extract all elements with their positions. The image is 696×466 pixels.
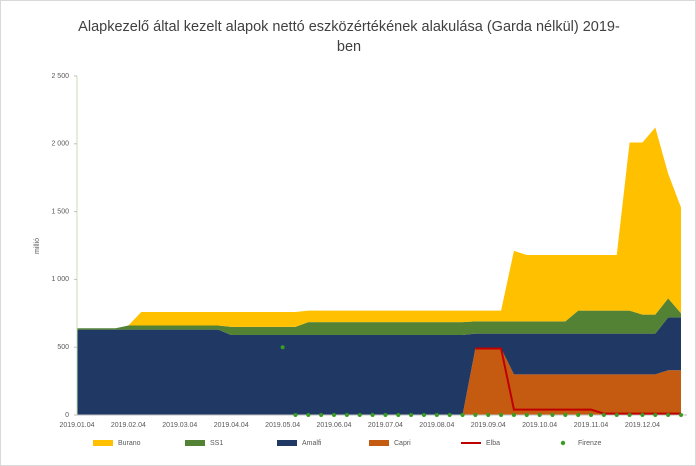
area <box>77 317 681 415</box>
legend-swatch <box>277 440 297 446</box>
legend-swatch <box>560 440 566 446</box>
point <box>537 413 542 417</box>
x-tick-label: 2019.11.04 <box>574 422 609 429</box>
x-tick-label: 2019.07.04 <box>368 422 403 429</box>
point <box>396 413 401 417</box>
point <box>589 413 594 417</box>
point <box>499 413 504 417</box>
point <box>344 413 349 417</box>
point <box>383 413 388 417</box>
x-tick-label: 2019.12.04 <box>625 422 660 429</box>
legend-label: Burano <box>118 440 141 447</box>
x-tick-label: 2019.04.04 <box>214 422 249 429</box>
x-tick-label: 2019.01.04 <box>59 422 94 429</box>
y-tick-label: 2 000 <box>51 141 69 148</box>
area <box>77 348 681 415</box>
point <box>614 413 619 417</box>
chart-title: Alapkezelő által kezelt alapok nettó esz… <box>78 19 620 55</box>
point <box>486 413 491 417</box>
x-tick-label: 2019.09.04 <box>471 422 506 429</box>
point <box>473 413 478 417</box>
point <box>332 413 337 417</box>
point <box>563 413 568 417</box>
point <box>511 413 516 417</box>
area <box>77 298 681 335</box>
point <box>550 413 555 417</box>
legend-label: SS1 <box>210 440 223 447</box>
point <box>576 413 581 417</box>
x-tick-label: 2019.02.04 <box>111 422 146 429</box>
point <box>460 413 465 417</box>
y-tick-label: 2 500 <box>51 73 69 80</box>
y-tick-label: 0 <box>65 412 69 419</box>
legend-label: Firenze <box>578 440 601 447</box>
point <box>627 413 632 417</box>
point <box>370 413 375 417</box>
point <box>447 413 452 417</box>
areas <box>77 127 681 415</box>
point <box>679 413 683 417</box>
y-tick-label: 500 <box>57 344 69 351</box>
x-tick-label: 2019.08.04 <box>419 422 454 429</box>
point <box>319 413 324 417</box>
point <box>524 413 529 417</box>
legend-label: Capri <box>394 440 411 447</box>
x-tick-label: 2019.10.04 <box>522 422 557 429</box>
legend-swatch <box>185 440 205 446</box>
legend-label: Amalfi <box>302 440 322 447</box>
y-axis-label: millió <box>34 238 41 254</box>
y-tick-label: 1 500 <box>51 208 69 215</box>
legend-swatch <box>93 440 113 446</box>
point <box>421 413 426 417</box>
x-tick-label: 2019.06.04 <box>316 422 351 429</box>
point <box>357 413 362 417</box>
point <box>640 413 645 417</box>
x-tick-label: 2019.05.04 <box>265 422 300 429</box>
x-tick-label: 2019.03.04 <box>162 422 197 429</box>
area <box>77 127 681 329</box>
point <box>280 345 285 350</box>
point <box>666 413 671 417</box>
legend-swatch <box>369 440 389 446</box>
point <box>434 413 439 417</box>
point <box>601 413 606 417</box>
y-tick-label: 1 000 <box>51 276 69 283</box>
point <box>306 413 311 417</box>
point <box>653 413 658 417</box>
point <box>293 413 298 417</box>
line <box>475 347 681 415</box>
legend-label: Elba <box>486 440 500 447</box>
point <box>409 413 414 417</box>
